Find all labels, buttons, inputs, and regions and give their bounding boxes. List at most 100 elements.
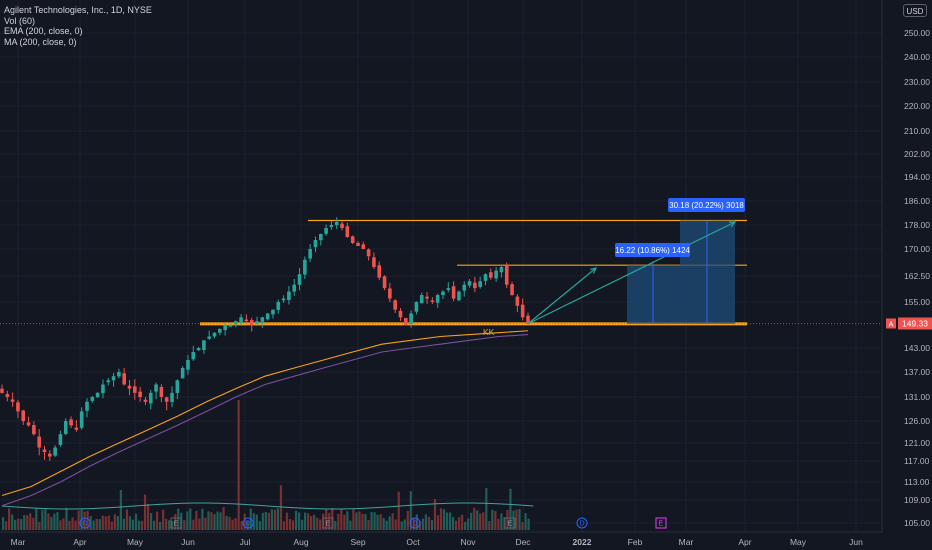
y-tick-label: 117.00 <box>904 456 930 466</box>
volume-bar <box>225 515 228 530</box>
y-tick-label: 230.00 <box>904 77 930 87</box>
volume-bar <box>433 498 437 530</box>
time-axis[interactable]: Mar Apr May Jun Jul Aug Sep Oct Nov Dec 2022 Feb Mar… <box>11 537 863 547</box>
candle-body <box>276 302 281 310</box>
volume-bar <box>400 521 403 530</box>
candle-body <box>377 265 382 278</box>
legend-ma[interactable]: MA (200, close, 0) <box>4 36 77 47</box>
candle-body <box>117 372 121 377</box>
candle-body <box>37 436 41 448</box>
volume-bar <box>391 513 394 530</box>
measure-label-1[interactable]: 16.22 (10.86%) 1424 <box>615 243 690 257</box>
measure-label-2[interactable]: 30.18 (20.22%) 3018 <box>668 198 745 212</box>
ema-200-line <box>1 330 529 497</box>
volume-bar <box>473 507 476 530</box>
candle-body <box>207 336 212 339</box>
x-tick-label: May <box>127 537 144 547</box>
volume-bar <box>183 520 186 530</box>
x-tick-label: Aug <box>293 537 308 547</box>
currency-button[interactable]: USD <box>903 4 927 17</box>
volume-bar <box>370 512 373 530</box>
dividend-marker <box>79 517 91 529</box>
candle-body <box>186 360 190 370</box>
event-marker-letter: D <box>579 521 584 528</box>
y-tick-label: 178.00 <box>904 220 930 230</box>
volume-bar <box>328 512 331 530</box>
legend-title[interactable]: Agilent Technologies, Inc., 1D, NYSE <box>4 5 152 15</box>
volume-bar <box>146 503 150 530</box>
y-tick-label: 170.00 <box>904 244 930 254</box>
candle-body <box>32 425 36 435</box>
volume-bar <box>364 514 367 530</box>
candle-body <box>111 376 116 381</box>
volume-bar <box>171 520 174 530</box>
candle-body <box>430 300 435 302</box>
price-axis[interactable]: 250.00 240.00 230.00 220.00 210.00 202.00 194.… <box>904 28 930 528</box>
x-tick-label: Mar <box>679 537 694 547</box>
y-tick-label: 105.00 <box>904 518 930 528</box>
legend-ema[interactable]: EMA (200, close, 0) <box>4 26 83 36</box>
event-marker-letter: D <box>82 521 87 528</box>
candle-body <box>63 421 68 434</box>
candle-body <box>329 225 334 228</box>
x-tick-label: Jul <box>240 537 251 547</box>
price-range-measures <box>627 220 735 324</box>
y-tick-label: 202.00 <box>904 149 930 159</box>
volume-bar <box>113 514 116 530</box>
volume-bar <box>343 514 346 530</box>
volume-bar <box>518 509 521 530</box>
volume-bar <box>240 521 243 530</box>
volume-bar <box>228 516 231 530</box>
volume-bar <box>165 518 168 530</box>
volume-bar <box>32 517 35 530</box>
arrow-target-2-head <box>728 221 737 228</box>
volume-bar <box>107 515 110 530</box>
volume-bar <box>394 519 397 530</box>
volume-bar <box>415 514 418 530</box>
volume-bar <box>17 518 20 530</box>
volume-bar <box>77 510 80 530</box>
candle-body <box>21 410 26 421</box>
volume-bar <box>346 511 349 530</box>
volume-bar <box>385 520 388 530</box>
x-tick-label: Feb <box>628 537 643 547</box>
volume-bar <box>421 518 424 530</box>
volume-bar <box>412 517 415 530</box>
volume-bar <box>11 514 14 530</box>
volume-bar <box>297 512 301 530</box>
volume-bar <box>527 518 530 530</box>
x-tick-label: Apr <box>738 537 751 547</box>
volume-bar <box>430 520 434 530</box>
volume-bar <box>479 513 482 530</box>
volume-bar <box>213 514 216 530</box>
volume-bar <box>273 509 276 530</box>
y-tick-label: 113.00 <box>904 477 930 487</box>
volume-bar <box>294 510 298 530</box>
volume-bar <box>307 513 310 530</box>
y-tick-label: 250.00 <box>904 28 930 38</box>
volume-bar <box>352 508 355 530</box>
candle-body <box>154 384 158 392</box>
arrow-target-1 <box>527 267 597 325</box>
volume-bar <box>304 512 307 530</box>
candle-body <box>58 434 63 445</box>
candle-body <box>409 313 413 324</box>
candle-body <box>74 427 79 430</box>
volume-bar <box>509 488 512 530</box>
candle-body <box>223 325 227 331</box>
volume-bar <box>174 514 177 530</box>
volume-bar <box>491 509 494 530</box>
candle-body <box>414 302 419 312</box>
volume-bar <box>104 516 107 530</box>
legend-volume[interactable]: Vol (60) <box>4 15 36 26</box>
y-tick-label: 194.00 <box>904 172 930 182</box>
volume-bar <box>68 520 71 530</box>
candle-body <box>398 310 403 318</box>
volume-bar <box>439 508 443 530</box>
volume-bar <box>485 488 488 530</box>
volume-bar <box>358 511 361 530</box>
x-tick-label: 2022 <box>573 537 592 547</box>
x-tick-label: Apr <box>73 537 86 547</box>
candle-body <box>393 300 397 310</box>
